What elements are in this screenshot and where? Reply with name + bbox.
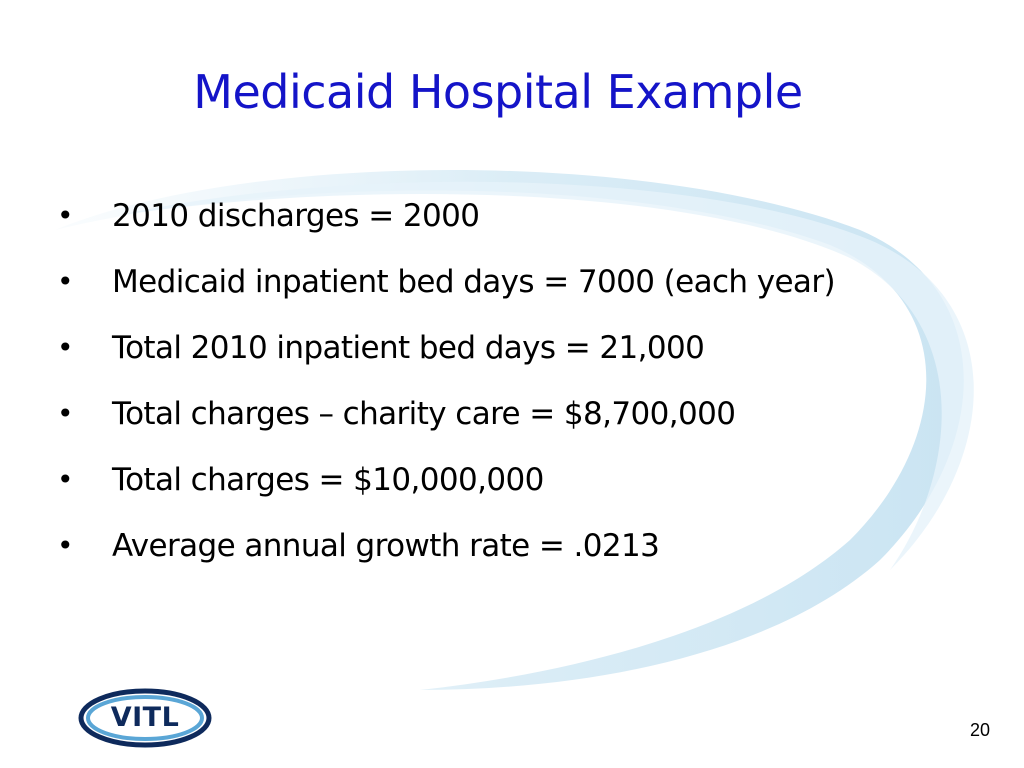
page-number: 20 xyxy=(969,720,990,740)
bullet-dot-icon: • xyxy=(57,463,74,496)
bullet-item: • Total charges – charity care = $8,700,… xyxy=(0,381,1024,447)
vitl-logo: VITL xyxy=(77,687,213,749)
logo-text: VITL xyxy=(110,702,180,733)
bullet-item: • Total charges = $10,000,000 xyxy=(0,447,1024,513)
bullet-text: Medicaid inpatient bed days = 7000 (each… xyxy=(112,264,836,300)
bullet-item: • 2010 discharges = 2000 xyxy=(0,183,1024,249)
bullet-dot-icon: • xyxy=(57,199,74,232)
bullet-text: Average annual growth rate = .0213 xyxy=(112,528,660,564)
bullet-dot-icon: • xyxy=(57,529,74,562)
bullet-text: 2010 discharges = 2000 xyxy=(112,198,480,234)
bullet-dot-icon: • xyxy=(57,265,74,298)
slide-title: Medicaid Hospital Example xyxy=(193,65,803,119)
bullet-item: • Medicaid inpatient bed days = 7000 (ea… xyxy=(0,249,1024,315)
logo-ring-icon xyxy=(78,688,212,748)
bullet-text: Total 2010 inpatient bed days = 21,000 xyxy=(112,330,705,366)
bullet-text: Total charges = $10,000,000 xyxy=(112,462,544,498)
bullet-dot-icon: • xyxy=(57,397,74,430)
bullet-item: • Average annual growth rate = .0213 xyxy=(0,513,1024,579)
bullet-text: Total charges – charity care = $8,700,00… xyxy=(112,396,736,432)
bullet-list: • 2010 discharges = 2000 • Medicaid inpa… xyxy=(0,183,1024,579)
bullet-dot-icon: • xyxy=(57,331,74,364)
bullet-item: • Total 2010 inpatient bed days = 21,000 xyxy=(0,315,1024,381)
